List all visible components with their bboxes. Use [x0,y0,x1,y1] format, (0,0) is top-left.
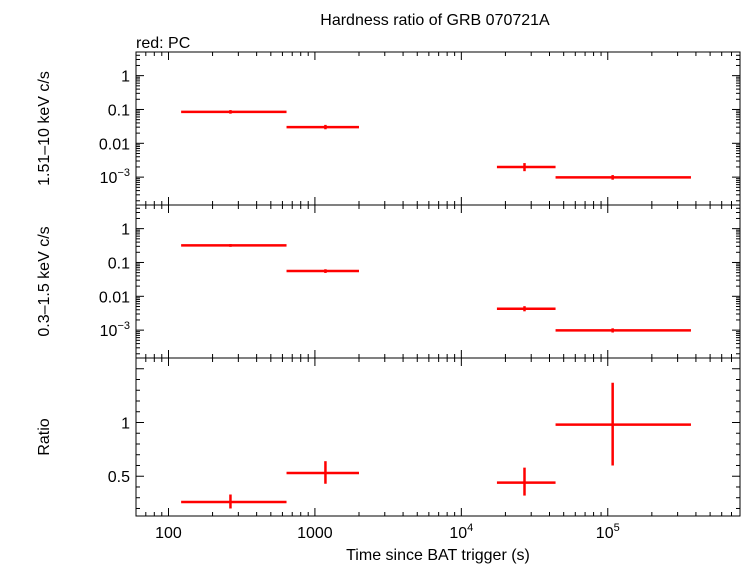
panel-soft-band-ticks: 1 0.1 0.01 10−3 [99,204,741,358]
panel-hard-band-ylabel: 1.51–10 keV c/s [36,71,53,186]
data-point [181,110,287,114]
panel-hard-band: 1.51–10 keV c/s 1 0.1 0.01 10−3 [36,51,741,206]
x-tick-label: 1000 [297,525,333,542]
panel-hard-band-marks [181,110,691,180]
panel-ratio-ylabel: Ratio [36,418,53,455]
x-axis-label: Time since BAT trigger (s) [346,547,530,564]
data-point [555,382,691,466]
data-point [286,269,359,273]
data-point [496,163,556,172]
chart-subtitle: red: PC [136,35,190,52]
y-tick-label: 0.1 [108,255,130,272]
panel-soft-band-frame [135,204,741,359]
x-tick-label: 105 [596,522,620,542]
x-tick-label: 104 [449,522,473,542]
data-point [496,306,556,312]
y-tick-label: 1 [121,69,130,86]
panel-ratio-ticks: 10.5 [108,357,741,516]
x-axis: 100 1000 104 105 [155,522,620,542]
y-tick-label: 1 [121,222,130,239]
data-point [286,461,359,484]
data-point [181,494,287,509]
panel-soft-band-marks [181,244,691,333]
panel-hard-band-ticks: 1 0.1 0.01 10−3 [99,51,741,205]
y-tick-label: 0.5 [108,469,130,486]
data-point [555,328,691,333]
data-point [286,124,359,130]
data-point [181,244,287,247]
data-point [496,467,556,496]
panel-soft-band: 0.3–1.5 keV c/s 1 0.1 0.01 10−3 [36,204,741,359]
y-tick-label: 10−3 [100,167,130,187]
y-tick-label: 1 [121,415,130,432]
y-tick-label: 0.1 [108,102,130,119]
chart-title: Hardness ratio of GRB 070721A [320,12,550,29]
panel-ratio: Ratio 10.5 [36,357,741,517]
y-tick-label: 0.01 [99,289,130,306]
panel-soft-band-ylabel: 0.3–1.5 keV c/s [36,226,53,336]
y-tick-label: 0.01 [99,136,130,153]
y-tick-label: 10−3 [100,320,130,340]
panel-ratio-frame [135,357,741,517]
x-tick-label: 100 [155,525,182,542]
panel-hard-band-frame [135,51,741,206]
panel-ratio-marks [181,382,691,509]
data-point [555,175,691,180]
